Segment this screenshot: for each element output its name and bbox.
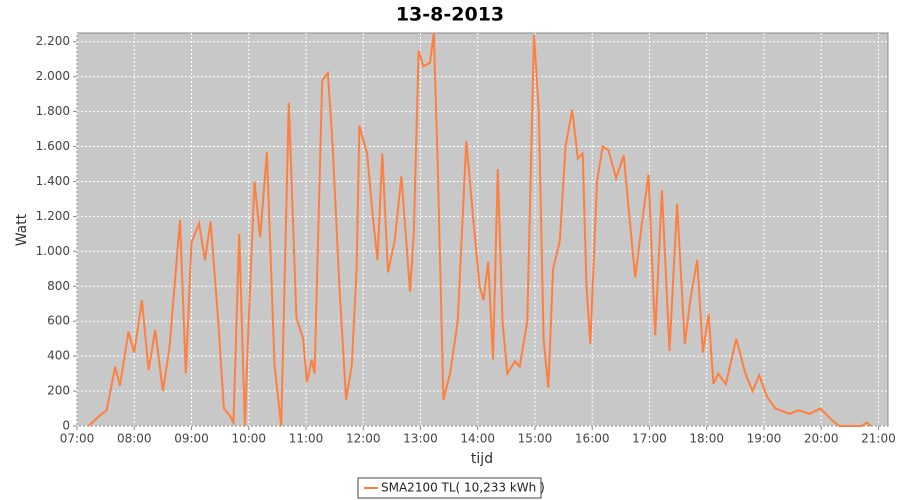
legend-label: SMA2100 TL( 10,233 kWh )	[381, 481, 545, 495]
series-line	[87, 32, 872, 427]
chart-title: 13-8-2013	[396, 4, 504, 26]
x-tick-label: 15:00	[518, 432, 553, 446]
y-tick-label: 1.600	[36, 139, 70, 153]
x-tick-label: 11:00	[289, 432, 324, 446]
x-tick-label: 13:00	[403, 432, 438, 446]
x-tick-label: 08:00	[117, 432, 152, 446]
x-tick-label: 19:00	[747, 432, 782, 446]
y-tick-label: 400	[47, 349, 70, 363]
y-tick-label: 1.200	[36, 209, 70, 223]
x-tick-label: 16:00	[575, 432, 610, 446]
plot-area	[76, 32, 889, 427]
y-tick-label: 1.800	[36, 104, 70, 118]
y-axis-label: Watt	[14, 213, 30, 246]
y-tick-label: 200	[47, 384, 70, 398]
x-tick-label: 12:00	[346, 432, 381, 446]
x-tick-label: 14:00	[460, 432, 495, 446]
y-tick-label: 800	[47, 279, 70, 293]
y-tick-label: 1.000	[36, 244, 70, 258]
x-axis-label: tijd	[471, 451, 493, 467]
x-tick-label: 09:00	[174, 432, 209, 446]
x-tick-label: 21:00	[861, 432, 896, 446]
y-tick-label: 600	[47, 314, 70, 328]
x-tick-label: 18:00	[689, 432, 724, 446]
legend	[357, 477, 542, 499]
y-tick-label: 0	[62, 419, 70, 433]
y-tick-label: 1.400	[36, 174, 70, 188]
y-tick-label: 2.200	[36, 34, 70, 48]
x-tick-label: 07:00	[60, 432, 95, 446]
y-tick-label: 2.000	[36, 69, 70, 83]
x-tick-label: 20:00	[804, 432, 839, 446]
x-tick-label: 10:00	[231, 432, 266, 446]
x-tick-label: 17:00	[632, 432, 667, 446]
